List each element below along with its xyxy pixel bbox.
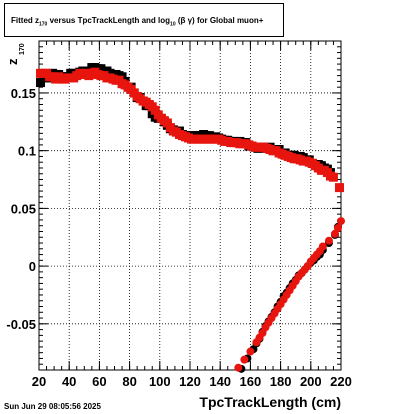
data-marker-square: [162, 118, 172, 128]
data-marker-circle: [240, 355, 249, 364]
data-marker-square: [36, 78, 46, 88]
data-marker-circle: [337, 217, 345, 226]
y-axis-title-main: z: [5, 58, 20, 65]
x-tick-label: 60: [92, 374, 106, 389]
x-tick-label: 80: [122, 374, 136, 389]
data-marker-circle: [246, 347, 255, 356]
data-marker-square: [328, 172, 338, 182]
y-tick-label: 0.05: [11, 201, 36, 216]
x-tick-label: 160: [240, 374, 262, 389]
x-tick-label: 180: [270, 374, 292, 389]
x-tick-label: 40: [62, 374, 76, 389]
x-tick-label: 120: [179, 374, 201, 389]
x-tick-label: 20: [32, 374, 46, 389]
y-axis-title-sub: 170: [19, 43, 26, 55]
y-tick-label: 0.15: [11, 86, 36, 101]
x-tick-label: 100: [149, 374, 171, 389]
data-marker-square: [150, 105, 160, 115]
data-marker-circle: [318, 242, 327, 251]
y-axis-title: z 170: [5, 43, 26, 65]
y-tick-label: -0.05: [6, 317, 36, 332]
title-part-2: versus TpcTrackLength and log: [47, 16, 171, 25]
data-marker-circle: [234, 363, 243, 372]
data-marker-circle: [333, 224, 342, 233]
axis-labels: 20 40 60 80 100 120 140 160 180 200 220 -0.05 0 0.05 0…: [5, 43, 352, 410]
x-axis-title: TpcTrackLength (cm): [199, 394, 341, 410]
x-tick-label: 220: [330, 374, 352, 389]
x-tick-label: 200: [300, 374, 322, 389]
x-tick-label: 140: [209, 374, 231, 389]
data-marker-circle: [324, 236, 333, 245]
chart-title-box: Fitted z170 versus TpcTrackLength and lo…: [4, 3, 284, 37]
data-marker-square: [334, 183, 344, 193]
grid-lines: [39, 41, 341, 370]
chart-title: Fitted z170 versus TpcTrackLength and lo…: [11, 16, 263, 28]
data-points: [36, 63, 345, 373]
title-sub-2: 10: [170, 21, 176, 28]
footer-date: Sun Jun 29 08:05:56 2025: [4, 402, 101, 411]
title-part-3: (β γ) for Global muon+: [175, 16, 264, 25]
y-tick-label: 0: [29, 259, 36, 274]
title-sub-1: 170: [39, 21, 48, 28]
title-part-1: Fitted z: [11, 16, 39, 25]
y-tick-label: 0.1: [18, 144, 36, 159]
